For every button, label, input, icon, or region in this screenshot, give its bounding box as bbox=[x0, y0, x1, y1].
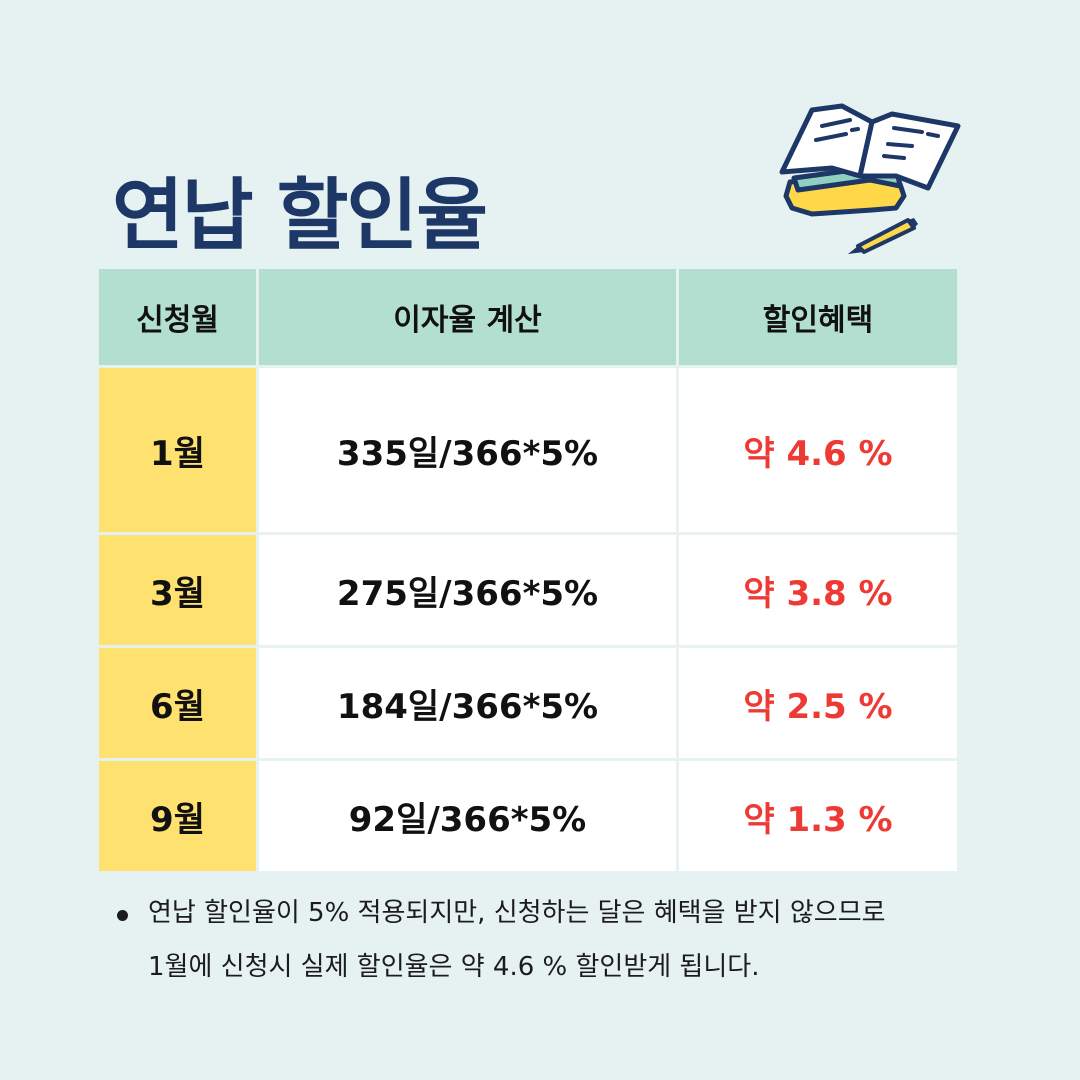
header-apply-month: 신청월 bbox=[99, 269, 256, 365]
month-cell: 3월 bbox=[99, 535, 256, 645]
header-interest-calc: 이자율 계산 bbox=[259, 269, 676, 365]
page-title: 연납 할인율 bbox=[112, 171, 488, 261]
benefit-cell: 약 2.5 % bbox=[679, 648, 957, 758]
table-row: 1월 335일/366*5% 약 4.6 % bbox=[99, 368, 957, 532]
open-book-icon bbox=[779, 103, 961, 254]
table-row: 6월 184일/366*5% 약 2.5 % bbox=[99, 648, 957, 758]
table-row: 3월 275일/366*5% 약 3.8 % bbox=[99, 535, 957, 645]
pencil-icon bbox=[848, 218, 918, 254]
header-discount-benefit: 할인혜택 bbox=[679, 269, 957, 365]
month-cell: 6월 bbox=[99, 648, 256, 758]
footnote-line-2: 1월에 신청시 실제 할인율은 약 4.6 % 할인받게 됩니다. bbox=[148, 952, 760, 982]
benefit-cell: 약 3.8 % bbox=[679, 535, 957, 645]
benefit-cell: 약 1.3 % bbox=[679, 761, 957, 871]
table-row: 9월 92일/366*5% 약 1.3 % bbox=[99, 761, 957, 871]
discount-rate-table: 신청월 이자율 계산 할인혜택 1월 335일/366*5% 약 4.6 % 3… bbox=[96, 266, 960, 874]
bullet-icon bbox=[117, 910, 128, 921]
month-cell: 1월 bbox=[99, 368, 256, 532]
calc-cell: 335일/366*5% bbox=[259, 368, 676, 532]
calc-cell: 275일/366*5% bbox=[259, 535, 676, 645]
footnote-line-1: 연납 할인율이 5% 적용되지만, 신청하는 달은 혜택을 받지 않으므로 bbox=[148, 898, 886, 928]
benefit-cell: 약 4.6 % bbox=[679, 368, 957, 532]
calc-cell: 92일/366*5% bbox=[259, 761, 676, 871]
month-cell: 9월 bbox=[99, 761, 256, 871]
table-header-row: 신청월 이자율 계산 할인혜택 bbox=[99, 269, 957, 365]
footnote: 연납 할인율이 5% 적용되지만, 신청하는 달은 혜택을 받지 않으므로 1월… bbox=[117, 886, 982, 994]
calc-cell: 184일/366*5% bbox=[259, 648, 676, 758]
